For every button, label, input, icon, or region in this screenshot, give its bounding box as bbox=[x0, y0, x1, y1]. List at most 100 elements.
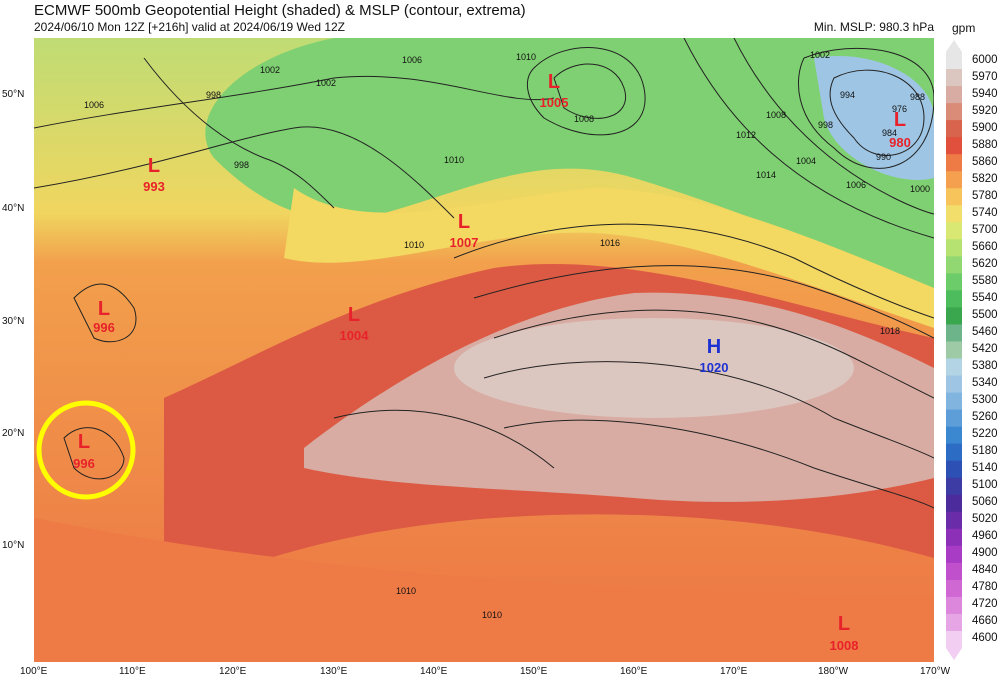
colorbar-label: 5970 bbox=[972, 70, 998, 83]
colorbar-label: 4780 bbox=[972, 581, 998, 594]
colorbar-swatch bbox=[946, 137, 962, 155]
svg-text:1004: 1004 bbox=[340, 328, 370, 343]
contour-label: 1010 bbox=[396, 586, 416, 596]
colorbar-label: 5740 bbox=[972, 206, 998, 219]
contour-label: 998 bbox=[206, 90, 221, 100]
contour-label: 984 bbox=[882, 128, 897, 138]
lon-label: 160°E bbox=[620, 666, 648, 677]
colorbar-label: 5460 bbox=[972, 325, 998, 338]
lon-label: 170°E bbox=[720, 666, 748, 677]
svg-text:L: L bbox=[348, 304, 360, 326]
colorbar-label: 5860 bbox=[972, 155, 998, 168]
colorbar-label: 5180 bbox=[972, 445, 998, 458]
weather-map: 1006 1002 1002 998 998 1006 1010 1010 10… bbox=[34, 38, 934, 662]
colorbar-swatch bbox=[946, 341, 962, 360]
low-pressure-marker: L 996 bbox=[73, 431, 95, 471]
colorbar-label: 5060 bbox=[972, 496, 998, 509]
lon-label: 170°W bbox=[920, 666, 951, 677]
colorbar-swatch bbox=[946, 222, 962, 240]
highlight-circle bbox=[36, 400, 136, 500]
contour-label: 1006 bbox=[402, 55, 422, 65]
colorbar-label: 6000 bbox=[972, 53, 998, 66]
contour-label: 1012 bbox=[736, 130, 756, 140]
low-pressure-marker: L 980 bbox=[889, 109, 911, 150]
green-trough bbox=[205, 38, 934, 288]
colorbar-label: 5880 bbox=[972, 138, 998, 151]
blue-low-shade bbox=[814, 56, 934, 180]
contour-label: 976 bbox=[892, 104, 907, 114]
contour-label: 994 bbox=[840, 90, 855, 100]
colorbar-label: 5100 bbox=[972, 479, 998, 492]
svg-text:980: 980 bbox=[889, 135, 911, 150]
yellow-band bbox=[284, 188, 934, 328]
svg-text:1008: 1008 bbox=[830, 638, 859, 653]
colorbar-label: 5940 bbox=[972, 87, 998, 100]
lon-label: 120°E bbox=[219, 666, 247, 677]
svg-text:L: L bbox=[548, 71, 560, 93]
low-pressure-marker: L 1008 bbox=[830, 613, 859, 653]
colorbar-swatch bbox=[946, 205, 962, 223]
lat-label: 50°N bbox=[2, 89, 25, 100]
contour-label: 1008 bbox=[766, 110, 786, 120]
lon-label: 130°E bbox=[320, 666, 348, 677]
colorbar-bottom-arrow bbox=[946, 648, 962, 660]
svg-text:L: L bbox=[458, 211, 470, 233]
colorbar-swatch bbox=[946, 120, 962, 138]
lat-label: 10°N bbox=[2, 540, 25, 551]
colorbar-label: 5900 bbox=[972, 121, 998, 134]
contour-label: 1010 bbox=[444, 155, 464, 165]
colorbar-label: 5820 bbox=[972, 172, 998, 185]
contour-label: 1004 bbox=[796, 156, 816, 166]
contour-label: 1018 bbox=[880, 326, 900, 336]
colorbar-swatch bbox=[946, 307, 962, 325]
contour-label: 1002 bbox=[810, 50, 830, 60]
colorbar-swatch bbox=[946, 596, 962, 615]
colorbar-label: 5540 bbox=[972, 291, 998, 304]
contour-label: 1010 bbox=[482, 610, 502, 620]
contour-label: 988 bbox=[910, 92, 925, 102]
svg-text:L: L bbox=[78, 431, 90, 453]
colorbar-top-arrow bbox=[946, 40, 962, 52]
colorbar-label: 5420 bbox=[972, 343, 998, 355]
chart-title: ECMWF 500mb Geopotential Height (shaded)… bbox=[34, 2, 526, 19]
contour-label: 998 bbox=[234, 160, 249, 170]
colorbar-label: 5340 bbox=[972, 377, 998, 390]
low-pressure-marker: L 993 bbox=[143, 155, 165, 194]
contour-label: 990 bbox=[876, 152, 891, 162]
pink-ridge-core bbox=[454, 318, 854, 418]
svg-text:996: 996 bbox=[73, 456, 95, 471]
lon-label: 180°W bbox=[818, 666, 849, 677]
colorbar-swatch bbox=[946, 273, 962, 291]
contour-label: 1002 bbox=[260, 65, 280, 75]
contour-label: 1010 bbox=[516, 52, 536, 62]
colorbar-swatch bbox=[946, 630, 962, 649]
colorbar-swatch bbox=[946, 528, 962, 547]
colorbar-swatch bbox=[946, 256, 962, 274]
colorbar-swatch bbox=[946, 579, 962, 598]
colorbar-label: 4960 bbox=[972, 530, 998, 543]
contour-label: 1006 bbox=[846, 180, 866, 190]
colorbar-swatch bbox=[946, 154, 962, 172]
colorbar-swatch bbox=[946, 613, 962, 632]
orange-south bbox=[34, 518, 934, 662]
colorbar-label: 4600 bbox=[972, 632, 998, 645]
svg-text:L: L bbox=[148, 155, 160, 177]
colorbar-swatch bbox=[946, 460, 962, 479]
contour-label: 1002 bbox=[316, 78, 336, 88]
contour-label: 1014 bbox=[756, 170, 776, 180]
lat-label: 40°N bbox=[2, 203, 25, 214]
colorbar-label: 4900 bbox=[972, 547, 998, 560]
colorbar-label: 5620 bbox=[972, 257, 998, 270]
colorbar-swatch bbox=[946, 392, 962, 411]
colorbar-swatch bbox=[946, 69, 962, 87]
colorbar-label: 5500 bbox=[972, 308, 998, 321]
svg-text:H: H bbox=[707, 336, 721, 358]
colorbar-swatch bbox=[946, 188, 962, 206]
colorbar-swatch bbox=[946, 494, 962, 513]
lon-label: 140°E bbox=[420, 666, 448, 677]
colorbar-label: 5780 bbox=[972, 189, 998, 202]
contour-label: 998 bbox=[818, 120, 833, 130]
colorbar-label: 5660 bbox=[972, 240, 998, 253]
contour-label: 1010 bbox=[404, 240, 424, 250]
colorbar-label: 5260 bbox=[972, 411, 998, 424]
